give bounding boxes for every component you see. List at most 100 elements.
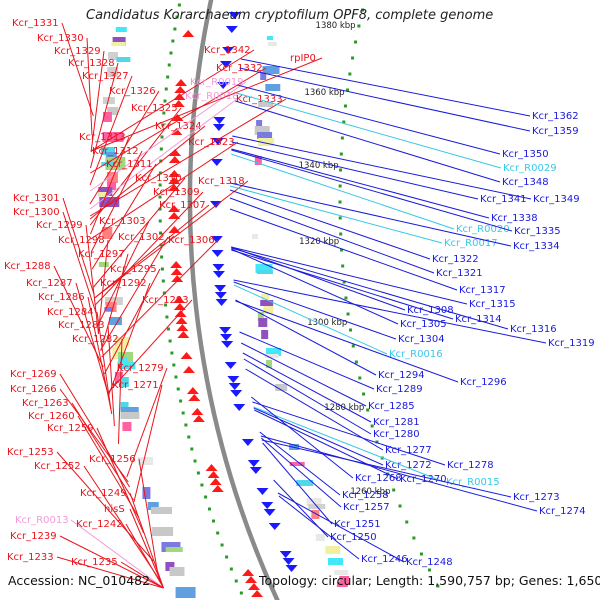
gene-label-left: Kcr_1330 xyxy=(37,33,84,44)
label-connector xyxy=(125,523,164,589)
label-connector xyxy=(59,535,164,589)
gene-label-left: Kcr_1253 xyxy=(7,447,54,458)
forward-gene-arrow xyxy=(173,296,186,303)
feature-box xyxy=(256,120,263,129)
label-connector xyxy=(133,384,163,503)
feature-box xyxy=(142,487,151,499)
reverse-gene-arrow xyxy=(247,460,260,467)
gene-label-left: Kcr_1271 xyxy=(112,380,159,391)
feature-box xyxy=(152,527,174,536)
feature-box xyxy=(336,582,348,587)
tick-mark xyxy=(159,147,163,151)
label-connector xyxy=(230,153,455,230)
feature-box xyxy=(105,157,126,170)
gene-label-right: Kcr_1359 xyxy=(532,126,579,137)
gene-label-right: Kcr_R0016 xyxy=(389,349,443,360)
feature-box xyxy=(116,57,131,62)
label-connector xyxy=(232,135,532,200)
tick-mark xyxy=(339,232,343,236)
label-connector xyxy=(239,331,375,390)
forward-gene-arrow xyxy=(173,303,186,310)
forward-gene-arrow xyxy=(175,79,188,86)
feature-box xyxy=(115,27,127,32)
label-connector xyxy=(254,409,399,480)
kbp-marker-label: 1260 kbp xyxy=(350,487,390,497)
tick-mark xyxy=(239,591,243,595)
label-connector xyxy=(97,239,109,334)
tick-mark xyxy=(193,459,197,463)
tick-mark xyxy=(354,40,358,44)
tick-mark xyxy=(348,72,352,76)
label-connector xyxy=(90,141,239,240)
tick-mark xyxy=(392,488,396,492)
tick-mark xyxy=(187,435,191,439)
reverse-gene-arrow xyxy=(256,488,269,495)
gene-label-right: Kcr_1316 xyxy=(510,324,557,335)
feature-box xyxy=(256,270,273,274)
tick-mark xyxy=(172,363,176,367)
tick-mark xyxy=(338,184,342,188)
feature-box xyxy=(122,422,132,431)
tick-mark xyxy=(169,51,173,55)
tick-mark xyxy=(158,219,162,223)
tick-mark xyxy=(167,63,171,67)
feature-box xyxy=(258,318,268,327)
label-connector xyxy=(243,358,372,435)
tick-mark xyxy=(174,375,178,379)
feature-box xyxy=(264,354,279,358)
accession-text: Accession: NC_010482 xyxy=(8,573,151,588)
gene-label-left: Kcr_1332 xyxy=(216,63,263,74)
feature-box xyxy=(98,192,107,198)
label-connector xyxy=(231,248,399,325)
tick-mark xyxy=(344,296,348,300)
gene-label-left: Kcr_1309 xyxy=(153,187,200,198)
feature-box xyxy=(102,112,112,122)
feature-box xyxy=(118,377,129,387)
genome-title: Candidatus Korarchaeum cryptofilum OPF8,… xyxy=(86,8,494,23)
feature-box xyxy=(289,462,305,466)
feature-box xyxy=(258,138,275,146)
gene-label-right: Kcr_1362 xyxy=(532,111,579,122)
reverse-gene-arrow xyxy=(221,341,234,348)
feature-box xyxy=(112,37,126,46)
label-connector xyxy=(90,49,255,152)
label-connector xyxy=(253,407,384,466)
feature-box xyxy=(327,558,343,565)
feature-box xyxy=(263,306,274,314)
reverse-gene-arrow xyxy=(282,558,295,565)
tick-mark xyxy=(159,159,163,163)
gene-label-right: Kcr_1251 xyxy=(334,519,381,530)
reverse-gene-arrow xyxy=(261,502,274,509)
label-connector xyxy=(89,81,247,192)
tick-mark xyxy=(160,267,164,271)
label-connector xyxy=(100,236,169,351)
label-connector xyxy=(251,396,354,479)
gene-label-right: Kcr_1273 xyxy=(513,492,560,503)
gene-label-right: Kcr_1341 xyxy=(480,194,527,205)
tick-mark xyxy=(176,387,180,391)
tick-mark xyxy=(398,504,402,508)
gene-label-left: Kcr_1324 xyxy=(155,121,202,132)
gene-label-right: Kcr_1281 xyxy=(373,417,420,428)
feature-box xyxy=(266,36,273,40)
feature-box xyxy=(261,330,269,339)
gene-label-left: Kcr_1233 xyxy=(7,552,54,563)
reverse-gene-arrow xyxy=(211,138,224,145)
gene-label-right: Kcr_1350 xyxy=(502,149,549,160)
gene-label-right: Kcr_1274 xyxy=(539,506,586,517)
gene-label-right: Kcr_1270 xyxy=(400,474,447,485)
feature-box xyxy=(175,587,196,598)
tick-mark xyxy=(168,339,172,343)
tick-mark xyxy=(207,507,211,511)
forward-gene-arrow xyxy=(168,184,181,191)
label-connector xyxy=(87,296,113,415)
label-connector xyxy=(62,197,95,296)
label-connector xyxy=(93,177,186,288)
forward-gene-arrow xyxy=(176,324,189,331)
tick-mark xyxy=(349,328,353,332)
gene-label-right: Kcr_1308 xyxy=(407,305,454,316)
label-connector xyxy=(94,180,249,299)
label-connector xyxy=(138,458,158,573)
tick-mark xyxy=(161,123,165,127)
